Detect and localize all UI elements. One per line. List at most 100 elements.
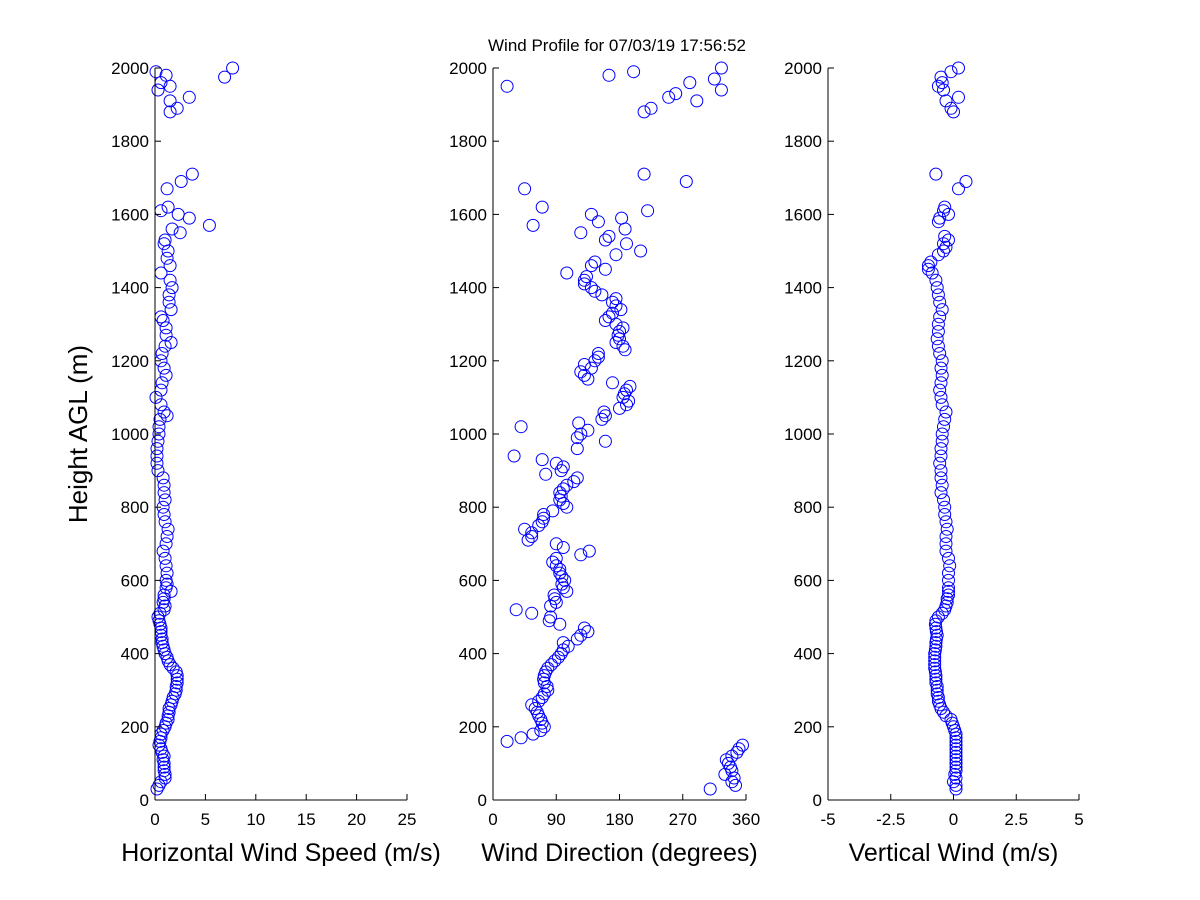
data-point [157, 764, 171, 778]
y-tick-label: 800 [121, 498, 149, 517]
data-point [725, 749, 739, 763]
data-point [149, 390, 163, 404]
y-tick-label: 1800 [449, 132, 487, 151]
data-point [526, 727, 540, 741]
data-point [616, 339, 630, 353]
y-tick-label: 1200 [111, 352, 149, 371]
data-point [949, 778, 963, 792]
data-point [560, 478, 574, 492]
data-point [556, 541, 570, 554]
data-point [518, 182, 532, 196]
data-point [555, 577, 569, 591]
data-point [623, 379, 637, 393]
data-point [609, 292, 623, 306]
data-point [940, 595, 954, 609]
data-point [929, 625, 943, 639]
data-point [156, 314, 170, 327]
data-point [584, 281, 598, 295]
data-point [525, 530, 539, 543]
data-point [158, 493, 172, 507]
data-point [934, 464, 948, 478]
data-point [155, 376, 169, 390]
data-point [939, 94, 953, 108]
data-point [159, 537, 173, 551]
x-tick-label: 5 [201, 810, 210, 829]
data-point [548, 654, 562, 668]
data-point [933, 383, 947, 397]
y-tick-label: 600 [794, 571, 822, 590]
y-tick-label: 1800 [784, 132, 822, 151]
x-tick-label: 180 [605, 810, 633, 829]
data-point [939, 709, 953, 723]
data-point [534, 713, 548, 726]
data-point [949, 745, 963, 759]
data-point [577, 621, 591, 635]
panel-3: 0 200 400 600 800 1000 1200 1400 1600 1800 2000 -5 -… [784, 59, 1084, 867]
data-point [161, 200, 175, 214]
data-point [935, 368, 949, 382]
data-point [598, 262, 612, 276]
data-point [158, 515, 172, 529]
data-point [931, 288, 945, 302]
data-point [606, 376, 619, 390]
x-tick-label: 270 [669, 810, 697, 829]
data-point [929, 639, 943, 653]
data-point [581, 372, 595, 386]
data-point [933, 347, 947, 360]
data-point [151, 464, 165, 478]
x-tick-label: 5 [1074, 810, 1083, 829]
data-point [158, 551, 172, 565]
data-point [170, 676, 184, 690]
data-point [514, 420, 528, 434]
data-point [931, 610, 945, 624]
data-point [928, 654, 942, 668]
data-point [943, 559, 957, 573]
data-point [683, 76, 697, 90]
data-point [609, 248, 623, 262]
data-point [933, 456, 947, 470]
y-tick-label: 1000 [784, 425, 822, 444]
data-point [949, 753, 963, 767]
data-point [947, 105, 960, 119]
y-tick-label: 1600 [449, 205, 487, 224]
data-point [939, 515, 953, 529]
data-point [931, 325, 945, 338]
data-point [164, 336, 178, 349]
data-point [597, 405, 611, 419]
data-point [570, 431, 584, 445]
data-point [595, 288, 609, 302]
data-point [935, 427, 949, 441]
x-tick-label: 2.5 [1004, 810, 1028, 829]
data-point [163, 658, 177, 672]
data-point [581, 625, 595, 639]
data-point [939, 544, 953, 558]
data-point [534, 724, 548, 737]
data-point [544, 658, 558, 672]
data-point [574, 226, 588, 240]
data-point [509, 603, 523, 617]
data-point [149, 65, 163, 79]
data-point [150, 456, 164, 470]
data-point [707, 72, 721, 86]
data-point [161, 713, 175, 726]
y-tick-label: 400 [121, 645, 149, 664]
data-point [163, 273, 177, 287]
data-point [537, 511, 551, 525]
y-tick-label: 1800 [111, 132, 149, 151]
data-point [598, 233, 612, 247]
data-point [156, 724, 170, 737]
x-tick-label: -5 [820, 810, 835, 829]
data-point [940, 522, 954, 536]
data-point [549, 551, 563, 565]
data-point [158, 771, 172, 785]
data-point [939, 537, 953, 551]
data-point [935, 478, 949, 492]
data-point [942, 581, 955, 595]
data-point [161, 522, 175, 536]
data-points [921, 61, 973, 796]
data-point [924, 255, 938, 269]
data-point [609, 336, 623, 349]
data-points [500, 61, 749, 796]
data-point [582, 544, 596, 558]
x-tick-label: 15 [297, 810, 316, 829]
